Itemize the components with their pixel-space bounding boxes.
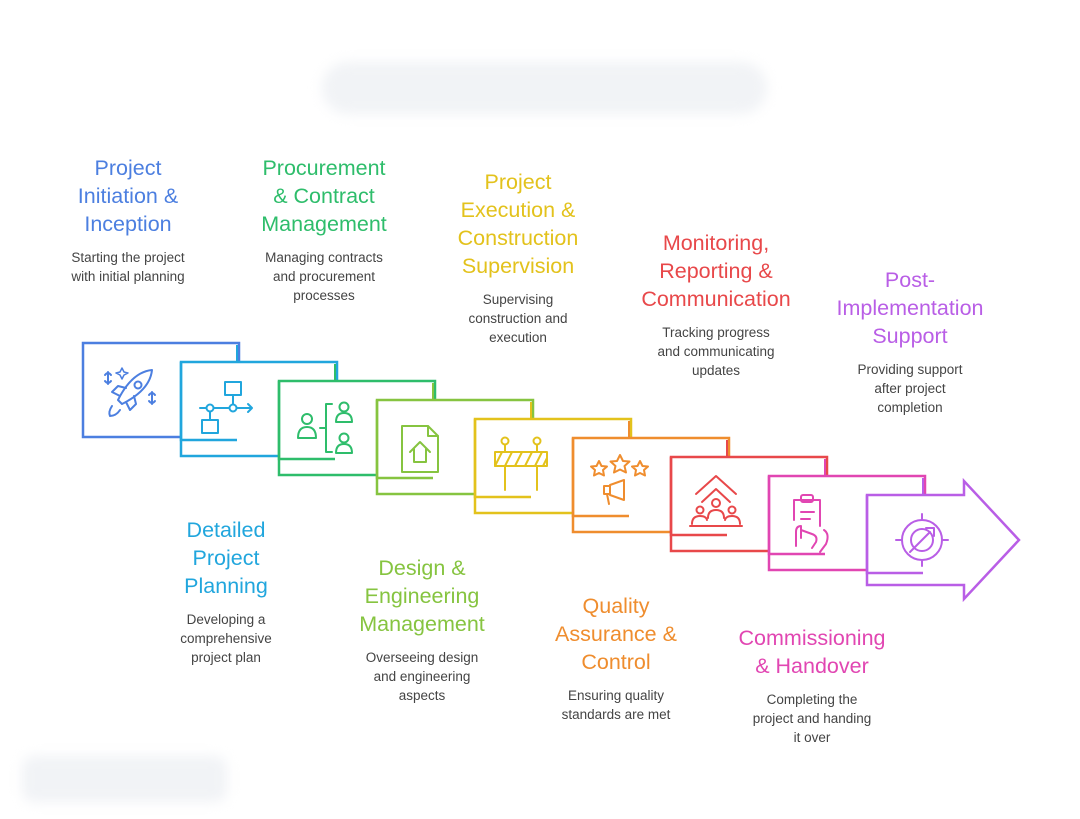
step-3-description: Managing contracts and procurement proce…: [265, 250, 383, 303]
step-2-title: Detailed Project Planning: [184, 518, 268, 598]
step-7-description: Tracking progress and communicating upda…: [657, 325, 775, 378]
step-6-title: Quality Assurance & Control: [555, 594, 677, 674]
step-label-9: Post- Implementation Support Providing s…: [820, 266, 1000, 417]
step-label-8: Commissioning & Handover Completing the …: [722, 624, 902, 747]
stars-megaphone-icon: [590, 454, 649, 505]
step-label-2: Detailed Project Planning Developing a c…: [146, 516, 306, 667]
step-label-4: Design & Engineering Management Overseei…: [342, 554, 502, 705]
step-4-description: Overseeing design and engineering aspect…: [365, 650, 479, 703]
step-1-description: Starting the project with initial planni…: [71, 250, 185, 284]
flowchart-icon: [199, 381, 253, 434]
step-label-7: Monitoring, Reporting & Communication Tr…: [626, 229, 806, 380]
step-3-title: Procurement & Contract Management: [261, 156, 387, 236]
step-label-3: Procurement & Contract Management Managi…: [244, 154, 404, 305]
step-label-1: Project Initiation & Inception Starting …: [48, 154, 208, 286]
rocket-icon: [104, 367, 156, 417]
blurred-title-placeholder: [322, 62, 767, 114]
document-house-icon: [401, 425, 439, 473]
barrier-icon: [494, 436, 548, 491]
step-2-description: Developing a comprehensive project plan: [180, 612, 272, 665]
step-4-title: Design & Engineering Management: [359, 556, 485, 636]
step-label-5: Project Execution & Construction Supervi…: [438, 168, 598, 347]
people-hierarchy-icon: [297, 401, 353, 454]
clipboard-hand-icon: [793, 494, 829, 553]
blurred-logo-placeholder: [22, 756, 227, 802]
step-panel-9-arrow: [865, 477, 1021, 603]
step-7-title: Monitoring, Reporting & Communication: [641, 231, 791, 311]
step-9-description: Providing support after project completi…: [857, 362, 963, 415]
step-1-title: Project Initiation & Inception: [77, 156, 179, 236]
step-5-description: Supervising construction and execution: [468, 292, 568, 345]
step-8-description: Completing the project and handing it ov…: [752, 692, 872, 745]
step-5-title: Project Execution & Construction Supervi…: [457, 170, 579, 278]
step-label-6: Quality Assurance & Control Ensuring qua…: [536, 592, 696, 724]
team-growth-icon: [689, 475, 743, 527]
panel-top-flaps: [236, 345, 924, 495]
step-6-description: Ensuring quality standards are met: [561, 688, 671, 722]
target-icon: [895, 513, 949, 567]
step-9-title: Post- Implementation Support: [836, 268, 984, 348]
step-8-title: Commissioning & Handover: [738, 626, 886, 678]
